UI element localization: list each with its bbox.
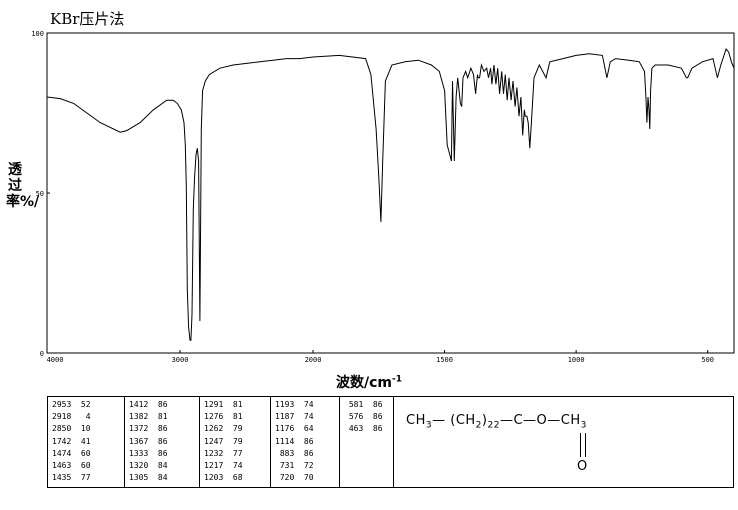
peak-table-row: 581 86 xyxy=(344,400,383,409)
peak-table-row: 576 86 xyxy=(344,412,383,422)
x-tick-label: 4000 xyxy=(47,356,64,364)
peak-table-row: 1320 84 xyxy=(129,461,168,471)
peak-table-column: 2953 52 2918 4 2850 10 1742 41 1474 60 1463 6… xyxy=(48,397,125,487)
y-tick-label: 0 xyxy=(40,350,44,358)
bond-2: — xyxy=(499,413,514,428)
peak-table-row: 1382 81 xyxy=(129,412,168,422)
peak-table-column: 1193 74 1187 74 1176 64 1114 86 883 86 731 … xyxy=(271,397,340,487)
peak-table-row: 1291 81 xyxy=(204,400,243,409)
peak-table-row: 1262 79 xyxy=(204,424,243,434)
peak-table-row: 1232 77 xyxy=(204,448,243,458)
peak-table-row: 1187 74 xyxy=(275,412,314,422)
peak-table-row: 1333 86 xyxy=(129,448,168,458)
x-tick-label: 3000 xyxy=(172,356,189,364)
peak-table-row: 1193 74 xyxy=(275,400,314,409)
peak-table-row: 1276 81 xyxy=(204,412,243,422)
structure-formula: CH3— (CH2)22—C—O—CH3 O xyxy=(394,397,734,487)
x-tick-label: 2000 xyxy=(305,356,322,364)
peak-table-column: 1412 86 1382 81 1372 86 1367 86 1333 86 1320 … xyxy=(125,397,200,487)
peak-table-row: 2850 10 xyxy=(52,424,91,434)
peak-table-row: 731 72 xyxy=(275,461,314,471)
peak-table-row: 1247 79 xyxy=(204,436,243,446)
chart-title: KBr压片法 xyxy=(50,10,125,28)
double-bond xyxy=(580,433,586,457)
bond-1: — xyxy=(432,413,446,428)
x-axis-label-unit-exponent: -1 xyxy=(392,374,402,385)
peak-table-row: 1203 68 xyxy=(204,473,243,483)
carbonyl-carbon: C xyxy=(513,413,524,428)
peak-table-row: 1305 84 xyxy=(129,473,168,483)
bond-4: — xyxy=(547,413,561,428)
axis-ticks: 4000 3000 2000 1500 1000 500 0 50 100 xyxy=(31,30,714,364)
peak-table-row: 1474 60 xyxy=(52,448,91,458)
ch3-left: CH xyxy=(406,413,426,428)
peak-table-row: 883 86 xyxy=(275,448,314,458)
peak-table-row: 1367 86 xyxy=(129,436,168,446)
ester-oxygen: O xyxy=(536,413,548,428)
carbonyl-oxygen: O xyxy=(577,459,588,474)
ch3-right: CH xyxy=(560,413,581,428)
peak-table-row: 1435 77 xyxy=(52,473,91,483)
peak-table-row: 1176 64 xyxy=(275,424,314,434)
ch2-group: CH xyxy=(455,413,476,428)
paren-close: ) xyxy=(481,413,488,428)
x-tick-label: 500 xyxy=(701,356,714,364)
y-tick-label: 50 xyxy=(36,190,44,198)
ch3-left-sub: 3 xyxy=(425,420,433,431)
peak-table-row: 1372 86 xyxy=(129,424,168,434)
ch2-sub: 2 xyxy=(475,420,482,431)
peak-table-row: 1114 86 xyxy=(275,436,314,446)
formula-line: CH3— (CH2)22—C—O—CH3 xyxy=(406,413,587,431)
paren-open: ( xyxy=(450,413,456,428)
peak-table-row: 1217 74 xyxy=(204,461,243,471)
peak-table-row: 2953 52 xyxy=(52,400,91,409)
ir-spectrum-plot: 4000 3000 2000 1500 1000 500 0 50 100 xyxy=(31,30,735,364)
peak-table-row: 1412 86 xyxy=(129,400,168,409)
bond-3: — xyxy=(523,413,537,428)
repeat-count: 22 xyxy=(487,420,500,431)
peak-table-row: 2918 4 xyxy=(52,412,91,422)
peak-table-column: 581 86 576 86 463 86 xyxy=(340,397,394,487)
plot-frame xyxy=(46,32,735,354)
peak-table-row: 720 70 xyxy=(275,473,314,483)
ch3-right-sub: 3 xyxy=(580,420,587,431)
x-tick-label: 1000 xyxy=(568,356,585,364)
x-axis-label-text: 波数/cm xyxy=(336,375,392,391)
spectrum-line xyxy=(46,47,735,341)
y-tick-label: 100 xyxy=(31,30,44,38)
x-tick-label: 1500 xyxy=(436,356,453,364)
peak-table: CH3— (CH2)22—C—O—CH3 O 2953 52 2918 4 2850… xyxy=(47,396,734,488)
peak-table-column: 1291 81 1276 81 1262 79 1247 79 1232 77 1217 … xyxy=(200,397,271,487)
peak-table-row: 1742 41 xyxy=(52,436,91,446)
x-axis-label: 波数/cm-1 xyxy=(0,372,738,392)
peak-table-row: 1463 60 xyxy=(52,461,91,471)
peak-table-row: 463 86 xyxy=(344,424,383,434)
